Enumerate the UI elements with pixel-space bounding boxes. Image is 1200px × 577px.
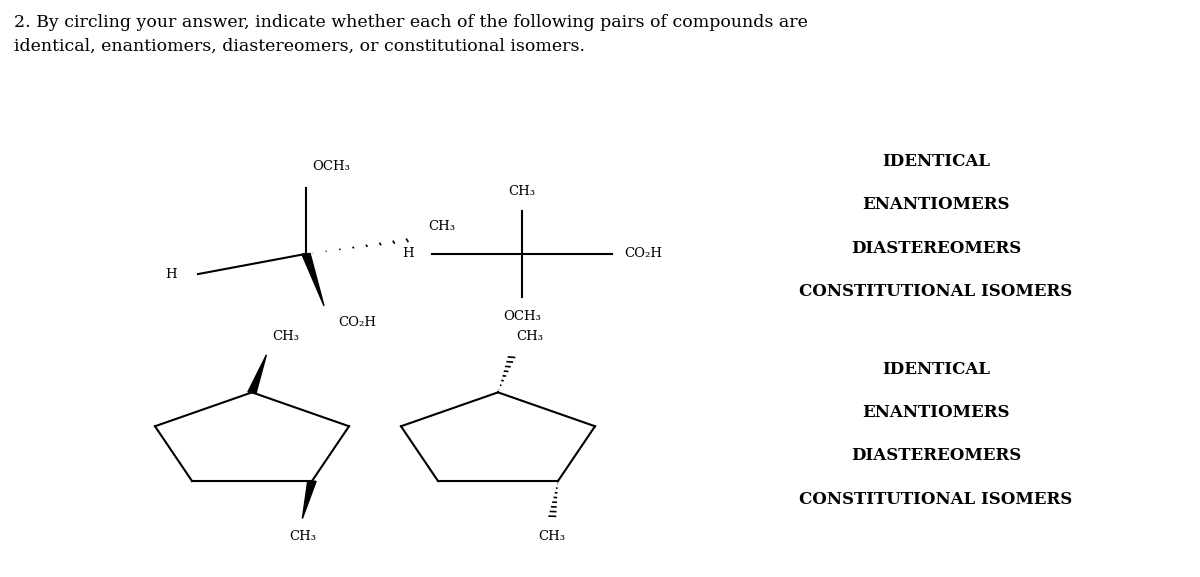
Text: CH₃: CH₃ bbox=[428, 219, 456, 233]
Text: DIASTEREOMERS: DIASTEREOMERS bbox=[851, 239, 1021, 257]
Polygon shape bbox=[302, 481, 316, 519]
Text: CONSTITUTIONAL ISOMERS: CONSTITUTIONAL ISOMERS bbox=[799, 490, 1073, 508]
Text: 2. By circling your answer, indicate whether each of the following pairs of comp: 2. By circling your answer, indicate whe… bbox=[14, 14, 809, 31]
Polygon shape bbox=[248, 355, 266, 393]
Text: ENANTIOMERS: ENANTIOMERS bbox=[863, 404, 1009, 421]
Text: CH₃: CH₃ bbox=[516, 330, 542, 343]
Text: OCH₃: OCH₃ bbox=[503, 310, 541, 323]
Text: H: H bbox=[164, 268, 176, 280]
Text: ENANTIOMERS: ENANTIOMERS bbox=[863, 196, 1009, 213]
Text: identical, enantiomers, diastereomers, or constitutional isomers.: identical, enantiomers, diastereomers, o… bbox=[14, 38, 586, 54]
Text: CO₂H: CO₂H bbox=[338, 316, 377, 329]
Polygon shape bbox=[302, 253, 324, 306]
Text: CH₃: CH₃ bbox=[539, 530, 565, 543]
Text: CO₂H: CO₂H bbox=[624, 248, 662, 260]
Text: H: H bbox=[402, 248, 414, 260]
Text: IDENTICAL: IDENTICAL bbox=[882, 153, 990, 170]
Text: CH₃: CH₃ bbox=[272, 330, 300, 343]
Text: DIASTEREOMERS: DIASTEREOMERS bbox=[851, 447, 1021, 464]
Text: IDENTICAL: IDENTICAL bbox=[882, 361, 990, 378]
Text: OCH₃: OCH₃ bbox=[312, 160, 350, 173]
Text: CONSTITUTIONAL ISOMERS: CONSTITUTIONAL ISOMERS bbox=[799, 283, 1073, 300]
Text: CH₃: CH₃ bbox=[289, 530, 316, 543]
Text: CH₃: CH₃ bbox=[509, 185, 535, 198]
